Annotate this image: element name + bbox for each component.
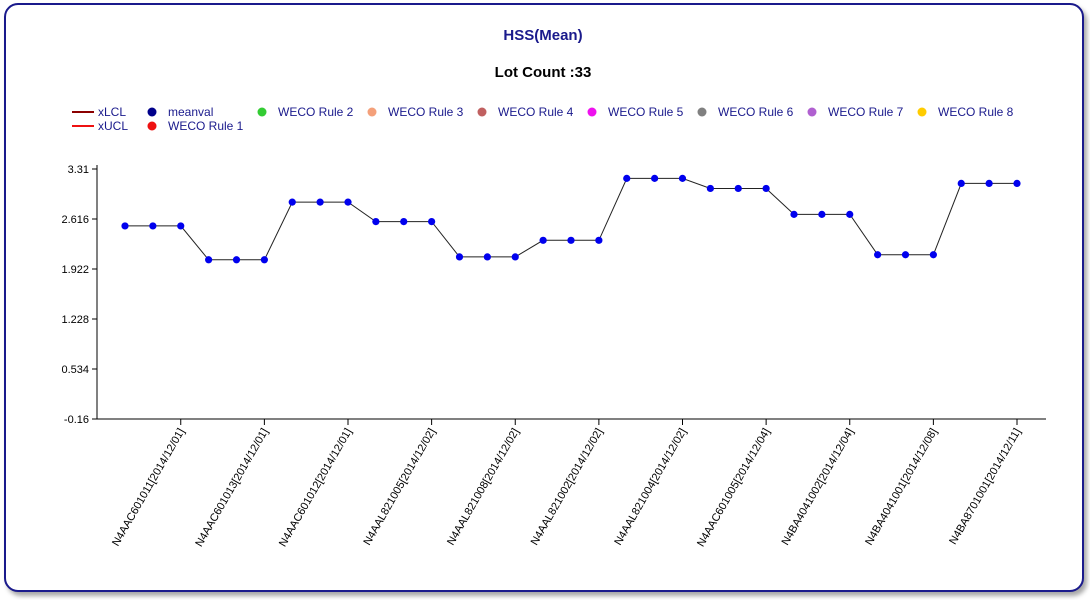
legend-swatch-meanval	[147, 107, 157, 117]
data-point	[595, 236, 603, 244]
legend-label-weco-rule-8: WECO Rule 8	[938, 105, 1014, 119]
data-point	[901, 251, 910, 259]
data-point	[205, 256, 213, 264]
data-point	[790, 210, 798, 218]
x-tick-label: N4BA4041002[2014/12/04]	[780, 427, 857, 548]
legend-label-weco-rule-4: WECO Rule 4	[498, 105, 574, 119]
legend-swatch-weco-rule-2	[257, 107, 267, 117]
chart-subtitle: Lot Count :33	[495, 64, 592, 81]
data-point	[177, 222, 185, 230]
data-point	[678, 174, 687, 182]
x-tick-label: N4AAL821005[2014/12/02]	[361, 427, 438, 548]
legend-swatch-weco-rule-1	[147, 121, 157, 131]
legend-swatch-weco-rule-6	[697, 107, 707, 117]
data-point	[874, 251, 882, 259]
data-point	[372, 217, 380, 226]
legend-label-weco-rule-3: WECO Rule 3	[388, 105, 464, 119]
data-point	[455, 253, 464, 261]
data-point	[1013, 179, 1021, 188]
legend-label-weco-rule-2: WECO Rule 2	[278, 105, 354, 119]
x-tick-label: N4AAL821002[2014/12/02]	[529, 427, 606, 548]
legend-label-meanval: meanval	[168, 105, 213, 119]
x-tick-label: N4BA8701001[2014/12/11]	[947, 427, 1023, 547]
legend-label-xlcl: xLCL	[98, 105, 126, 119]
data-point	[651, 174, 659, 182]
y-tick-label: 2.616	[61, 214, 89, 226]
chart-title: HSS(Mean)	[503, 27, 582, 44]
data-point	[706, 184, 714, 193]
data-point	[483, 253, 491, 261]
data-point	[288, 198, 296, 206]
axes: 3.31 2.616 1.922 1.228 0.534 -0.16 N4AAC601011…	[61, 164, 1046, 549]
data-point	[344, 198, 352, 206]
x-tick-label: N4AAC601012[2014/12/01]	[277, 427, 355, 550]
data-point	[121, 222, 129, 230]
data-point	[734, 184, 742, 193]
x-tick-label: N4AAC601011[2014/12/01]	[110, 427, 187, 549]
x-tick-label: N4AAL821004[2014/12/02]	[612, 427, 689, 548]
legend-label-xucl: xUCL	[98, 119, 128, 133]
x-tick-label: N4AAC601013[2014/12/01]	[193, 427, 271, 550]
legend-swatch-weco-rule-8	[917, 107, 927, 117]
x-tick-label: N4AAL821008[2014/12/02]	[445, 427, 522, 548]
data-point	[539, 236, 547, 244]
y-tick-label: 1.228	[61, 314, 89, 326]
y-tick-label: 1.922	[61, 264, 89, 276]
legend-swatch-weco-rule-4	[477, 107, 487, 117]
plot-area	[121, 174, 1021, 264]
data-point	[316, 198, 324, 206]
legend-label-weco-rule-6: WECO Rule 6	[718, 105, 794, 119]
x-tick-label: N4AAC601005[2014/12/04]	[695, 427, 773, 550]
legend-swatch-weco-rule-5	[587, 107, 597, 117]
data-point	[232, 256, 241, 264]
data-point	[428, 217, 436, 226]
chart-frame	[4, 3, 1084, 592]
data-point	[762, 184, 770, 193]
data-point	[149, 222, 157, 230]
legend-swatch-weco-rule-3	[367, 107, 377, 117]
data-point	[260, 256, 268, 264]
y-tick-label: -0.16	[64, 414, 89, 426]
legend-swatch-weco-rule-7	[807, 107, 817, 117]
legend-label-weco-rule-5: WECO Rule 5	[608, 105, 684, 119]
data-point	[818, 210, 826, 218]
data-point	[957, 179, 965, 188]
series-line-meanval	[125, 177, 1017, 261]
data-point	[567, 236, 575, 244]
y-tick-label: 0.534	[61, 364, 89, 376]
legend-label-weco-rule-7: WECO Rule 7	[828, 105, 904, 119]
legend-label-weco-rule-1: WECO Rule 1	[168, 119, 244, 133]
y-tick-label: 3.31	[68, 164, 89, 176]
data-point	[400, 217, 408, 226]
data-point	[511, 253, 519, 261]
data-point	[929, 251, 937, 259]
data-point	[985, 179, 993, 188]
data-point	[623, 174, 631, 182]
data-point	[846, 210, 854, 218]
x-tick-label: N4BA4041001[2014/12/08]	[863, 427, 940, 548]
